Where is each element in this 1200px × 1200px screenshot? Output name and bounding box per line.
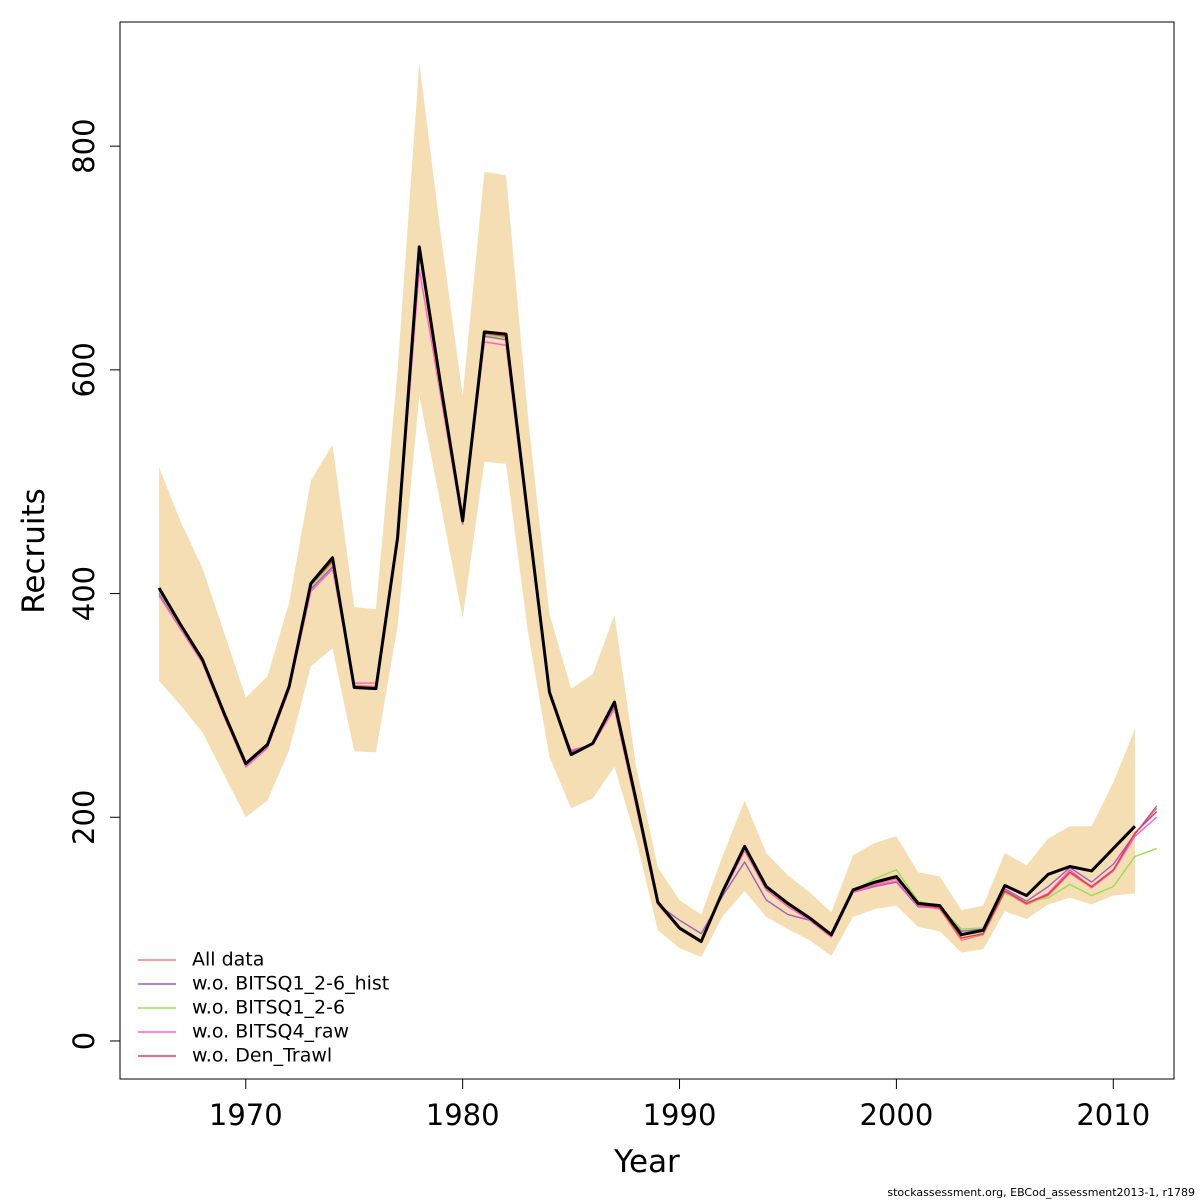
x-tick-label: 2010 (1076, 1098, 1150, 1132)
x-tick-label: 2000 (859, 1098, 933, 1132)
y-tick-label: 600 (67, 342, 101, 397)
x-tick-label: 1970 (209, 1098, 283, 1132)
confidence-band (159, 62, 1135, 958)
x-axis-label: Year (613, 1144, 680, 1180)
x-tick-label: 1980 (426, 1098, 500, 1132)
plot-frame (119, 21, 1175, 1080)
legend-label: All data (192, 949, 264, 971)
legend-label: w.o. BITSQ1_2-6_hist (192, 973, 389, 995)
y-tick-label: 400 (67, 566, 101, 621)
y-tick-label: 200 (67, 790, 101, 845)
footer: stockassessment.org, EBCod_assessment201… (887, 1186, 1195, 1199)
y-tick-label: 0 (67, 1032, 101, 1050)
y-tick-label: 800 (67, 118, 101, 173)
legend-label: w.o. Den_Trawl (192, 1045, 332, 1067)
y-axis-label: Recruits (16, 488, 52, 614)
x-tick-label: 1990 (643, 1098, 717, 1132)
series-line (157, 245, 1137, 943)
legend-label: w.o. BITSQ1_2-6 (192, 997, 345, 1019)
legend-label: w.o. BITSQ4_raw (192, 1021, 349, 1043)
